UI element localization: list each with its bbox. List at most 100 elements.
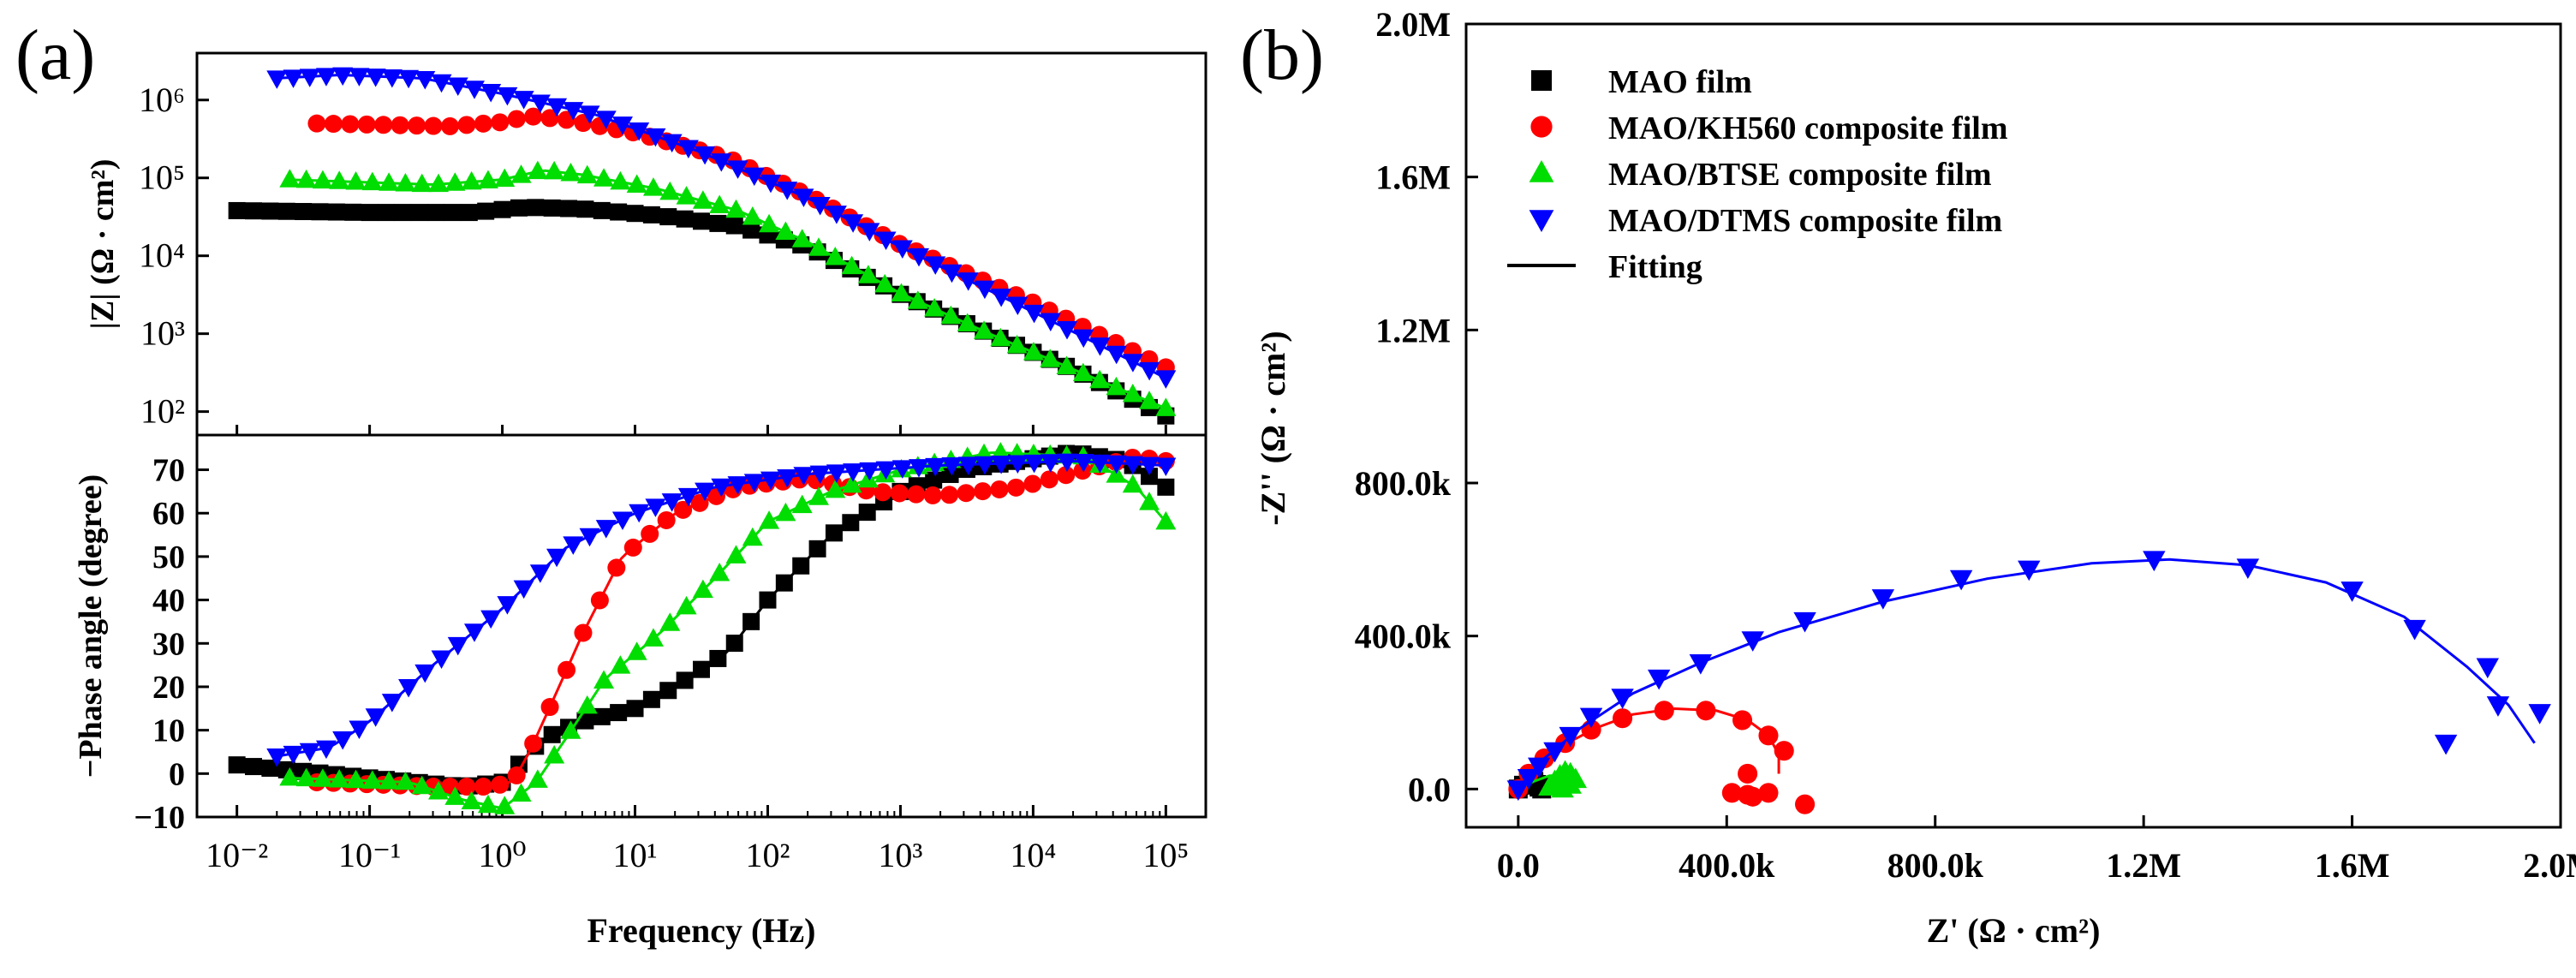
bode-phase-point [1057, 466, 1076, 485]
nyquist-point [1696, 701, 1716, 721]
bode-modulus-point [398, 69, 420, 89]
bode-phase-point [809, 465, 831, 485]
bode-phase-point [890, 484, 909, 503]
bode-phase-point [544, 744, 565, 764]
bode-phase-point [447, 636, 468, 656]
bode-modulus-point [610, 203, 628, 221]
bode-phase-point [579, 528, 600, 547]
bode-modulus-point [940, 305, 962, 325]
bode-modulus-point [394, 204, 412, 222]
bode-xlabel: Frequency (Hz) [587, 911, 816, 950]
bode-phase-point [925, 471, 943, 489]
bode-phase-point [1155, 510, 1177, 530]
bode-phase-point [793, 467, 814, 486]
bode-x-tick-label: 10⁰ [479, 836, 527, 874]
bode-phase-frame [195, 433, 1208, 819]
bode-modulus-point [808, 237, 829, 256]
bode-phase-point [261, 759, 279, 777]
bode-x-tick-label: 10⁴ [1010, 836, 1056, 874]
bode-modulus-point [299, 69, 320, 87]
bode-phase-point [477, 794, 498, 814]
bode-phase-point [428, 781, 450, 800]
bode-modulus-point [760, 174, 781, 194]
bode-phase-point [494, 796, 516, 814]
bode-modulus-point [1139, 361, 1160, 381]
bode-phase-point [874, 483, 892, 502]
bode-phase-point [826, 464, 847, 483]
bode-modulus-point [345, 170, 367, 190]
bode-phase-point [657, 510, 676, 529]
bode-phase-point [760, 471, 781, 491]
bode-modulus-fit-line [236, 206, 1167, 418]
bode-phase-point [1006, 478, 1025, 497]
bode-modulus-point [527, 199, 545, 217]
bode-phase-point [527, 769, 548, 788]
bode-phase-point [711, 478, 732, 498]
bode-phase-y-tick-label: 20 [152, 670, 185, 706]
bode-modulus-point [279, 169, 301, 188]
bode-modulus-point [381, 69, 402, 88]
bode-phase-point [941, 457, 963, 476]
bode-modulus-point [560, 200, 578, 218]
nyquist-point [1738, 784, 1758, 805]
bode-phase-y-tick-label: 30 [152, 626, 185, 662]
bode-modulus-point [1057, 321, 1078, 340]
nyquist-point [2340, 581, 2364, 602]
bode-phase-point [1122, 474, 1143, 493]
nyquist-point [1758, 783, 1779, 803]
bode-modulus-point [444, 204, 462, 222]
nyquist-point [1611, 689, 1634, 709]
bode-phase-point [775, 574, 793, 592]
nyquist-y-tick-label: 2.0M [1375, 5, 1451, 44]
bode-x-tick-label: 10⁻¹ [338, 836, 401, 874]
bode-modulus-point [463, 81, 485, 99]
panel-label-a: (a) [15, 15, 95, 95]
bode-phase-point [1007, 455, 1029, 474]
bode-phase-point [974, 456, 995, 475]
bode-modulus-point [329, 170, 350, 189]
bode-phase-point [463, 623, 485, 642]
bode-phase-point [875, 461, 897, 480]
bode-modulus-point [909, 247, 930, 267]
bode-phase-point [629, 504, 650, 523]
bode-phase-point [610, 655, 631, 674]
bode-modulus-fit-line [316, 115, 1167, 369]
bode-modulus-y-tick-label: 10⁴ [139, 236, 185, 275]
bode-ticks: 10⁻² 10⁻¹ 10⁰ 10¹ 10² 10³ 10⁴ 10⁵ 10² 10³ 10⁴ 10⁵ 10… [134, 81, 1189, 874]
nyquist-xlabel: Z' (Ω · cm²) [1927, 911, 2101, 950]
nyquist-plot-frame [1464, 22, 2562, 829]
bode-modulus-point [742, 221, 760, 239]
bode-phase-y-tick-label: 0 [169, 756, 185, 792]
bode-phase-point [645, 498, 666, 517]
bode-phase-point [709, 563, 730, 581]
bode-phase-point [825, 479, 846, 498]
bode-modulus-point [365, 69, 386, 87]
bode-data [228, 67, 1177, 814]
bode-modulus-point [593, 201, 611, 219]
bode-phase-point [299, 742, 320, 762]
bode-phase-point [563, 536, 584, 555]
bode-phase-y-tick-label: −10 [134, 800, 185, 836]
bode-phase-point [957, 456, 979, 475]
bode-modulus-point [491, 113, 510, 132]
bode-modulus-y-tick-label: 10⁶ [139, 81, 185, 119]
bode-modulus-point [546, 98, 568, 117]
bode-phase-point [497, 596, 518, 615]
bode-modulus-point [540, 109, 559, 128]
bode-modulus-point [408, 116, 426, 135]
bode-phase-point [607, 558, 626, 577]
bode-modulus-point [611, 116, 633, 135]
nyquist-point [1528, 757, 1551, 778]
bode-modulus-point [709, 214, 727, 232]
bode-modulus-point [1106, 376, 1127, 396]
bode-phase-point [974, 482, 993, 501]
nyquist-point [1654, 701, 1674, 721]
bode-phase-y-tick-label: 70 [152, 453, 185, 489]
bode-phase-point [859, 462, 880, 481]
bode-modulus-point [661, 134, 683, 153]
nyquist-point [1793, 611, 1816, 633]
nyquist-point [2434, 734, 2458, 755]
bode-modulus-point [576, 200, 594, 218]
bode-modulus-point [527, 160, 548, 180]
nyquist-point [2236, 558, 2260, 580]
